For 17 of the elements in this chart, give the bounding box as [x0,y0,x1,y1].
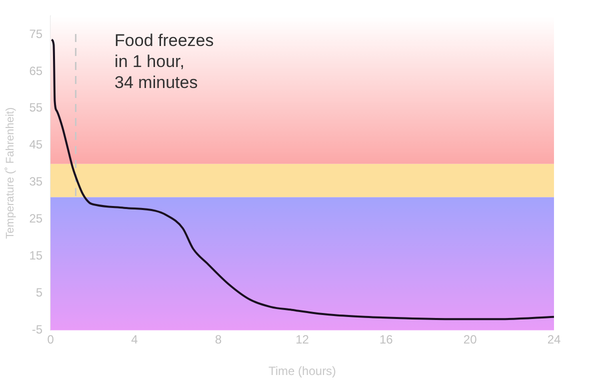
y-tick-label: 5 [36,286,43,300]
x-tick-label: 4 [131,332,138,347]
y-tick-label: 75 [29,26,43,41]
y-tick-label: 25 [29,212,43,226]
x-tick-label: 16 [380,332,394,347]
x-tick-label: 12 [296,332,310,347]
x-tick-label: 24 [547,332,561,347]
x-tick-label: 0 [47,332,54,347]
y-tick-label: 55 [29,100,43,115]
y-tick-label: 15 [29,248,43,263]
y-tick-label: -5 [32,322,43,337]
y-tick-label: 65 [29,64,43,78]
y-tick-label: 45 [29,138,43,152]
annotation: Food freezes in 1 hour, 34 minutes [114,30,214,93]
y-tick-label: 35 [29,174,43,189]
x-tick-label: 20 [463,332,478,347]
x-tick-label: 8 [215,332,222,347]
